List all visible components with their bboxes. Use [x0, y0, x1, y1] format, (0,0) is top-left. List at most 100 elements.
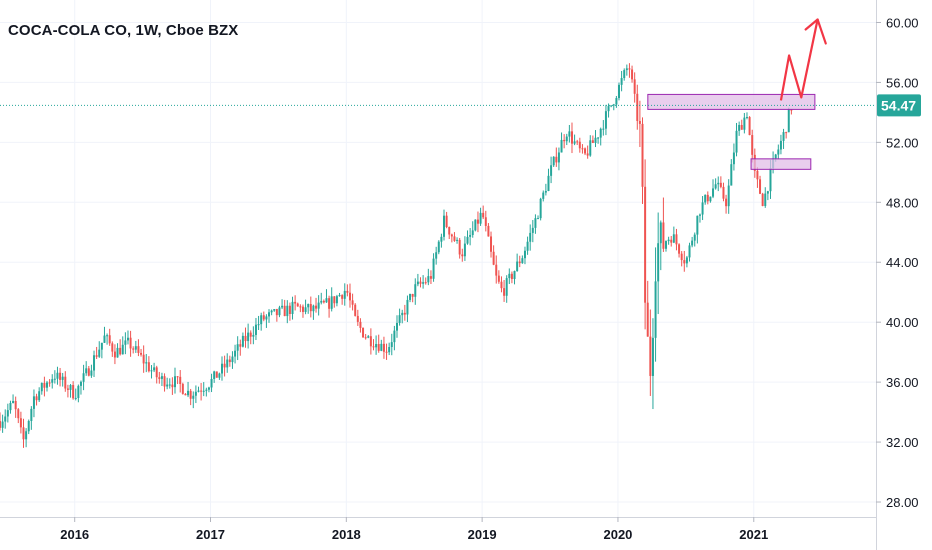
candle [411, 293, 414, 303]
candle [137, 339, 140, 357]
candle-body [570, 131, 573, 144]
price-axis-tick: 48.00 [886, 195, 919, 210]
candle-body [354, 304, 357, 316]
candle-body [654, 281, 657, 338]
candle [680, 251, 683, 267]
candle-body [403, 312, 406, 315]
candle-body [565, 136, 568, 142]
zone-rectangle[interactable] [647, 93, 816, 110]
candle [301, 304, 304, 318]
candle [6, 403, 9, 423]
candle [565, 133, 568, 146]
candle-body [113, 351, 116, 358]
time-axis-tick: 2017 [196, 527, 225, 542]
candle [497, 270, 500, 284]
candle-body [100, 342, 103, 350]
candle-body [46, 382, 49, 388]
candle-body [550, 165, 553, 176]
candle-body [714, 184, 717, 189]
candle-body [72, 385, 75, 399]
candle-body [286, 305, 289, 317]
candle [435, 246, 438, 265]
candle [116, 343, 119, 358]
candle-body [66, 388, 69, 390]
candle [142, 345, 145, 373]
candle-body [409, 294, 412, 300]
price-axis-tick: 44.00 [886, 255, 919, 270]
candle-body [382, 343, 385, 352]
candle [200, 382, 203, 401]
candle [307, 303, 310, 314]
candle-body [4, 416, 7, 422]
candle [388, 342, 391, 356]
candle [756, 167, 759, 188]
candle-body [119, 347, 122, 355]
candle-body [476, 219, 479, 224]
candle-body [748, 117, 751, 136]
candle-body [761, 193, 764, 206]
candle-body [604, 111, 607, 129]
candle [437, 240, 440, 255]
candle [51, 374, 54, 389]
candle [717, 176, 720, 192]
candle-body [25, 431, 28, 440]
candle-body [555, 156, 558, 163]
candle-body [696, 215, 699, 235]
candle-body [189, 390, 192, 399]
candle [257, 315, 260, 331]
candle-body [693, 234, 696, 241]
candle [215, 371, 218, 378]
candle [275, 308, 278, 322]
candle [312, 304, 315, 320]
candle-body [278, 307, 281, 316]
candle [228, 355, 231, 367]
candle [351, 293, 354, 311]
candle-body [322, 300, 325, 303]
candle-body [427, 276, 430, 283]
candle-body [398, 315, 401, 323]
candle [354, 303, 357, 317]
candle [479, 207, 482, 226]
candle-body [685, 257, 688, 264]
candle [578, 137, 581, 153]
candle [704, 194, 707, 205]
candle-body [299, 306, 302, 308]
candle-body [291, 301, 294, 314]
candle [409, 293, 412, 303]
candle-body [573, 141, 576, 144]
zone-rectangle[interactable] [750, 158, 812, 170]
candle-body [471, 230, 474, 235]
candle [325, 289, 328, 303]
candle-body [584, 148, 587, 154]
candle-body [490, 236, 493, 252]
candle-body [40, 382, 43, 392]
candle [163, 373, 166, 392]
candle [1, 414, 4, 433]
projection-path[interactable] [779, 19, 819, 101]
candle [706, 191, 709, 205]
candle-body [529, 232, 532, 242]
candle-body [43, 382, 46, 388]
candle [234, 344, 237, 364]
candle-body [108, 335, 111, 344]
candle [748, 116, 751, 136]
candle [100, 342, 103, 359]
candle [176, 376, 179, 385]
candle-body [419, 281, 422, 284]
current-price-value: 54.47 [881, 97, 916, 113]
candle-body [518, 261, 521, 264]
candle-body [166, 384, 169, 387]
candle [48, 379, 51, 387]
candle-body [706, 194, 709, 202]
candle [304, 299, 307, 315]
candle-body [150, 370, 153, 372]
candle-body [111, 343, 114, 352]
candle-body [283, 305, 286, 317]
projection-arrowhead [804, 18, 819, 31]
candle [249, 330, 252, 345]
candle [320, 292, 323, 305]
candle-body [633, 79, 636, 94]
candle [725, 194, 728, 214]
candle-body [641, 123, 644, 187]
